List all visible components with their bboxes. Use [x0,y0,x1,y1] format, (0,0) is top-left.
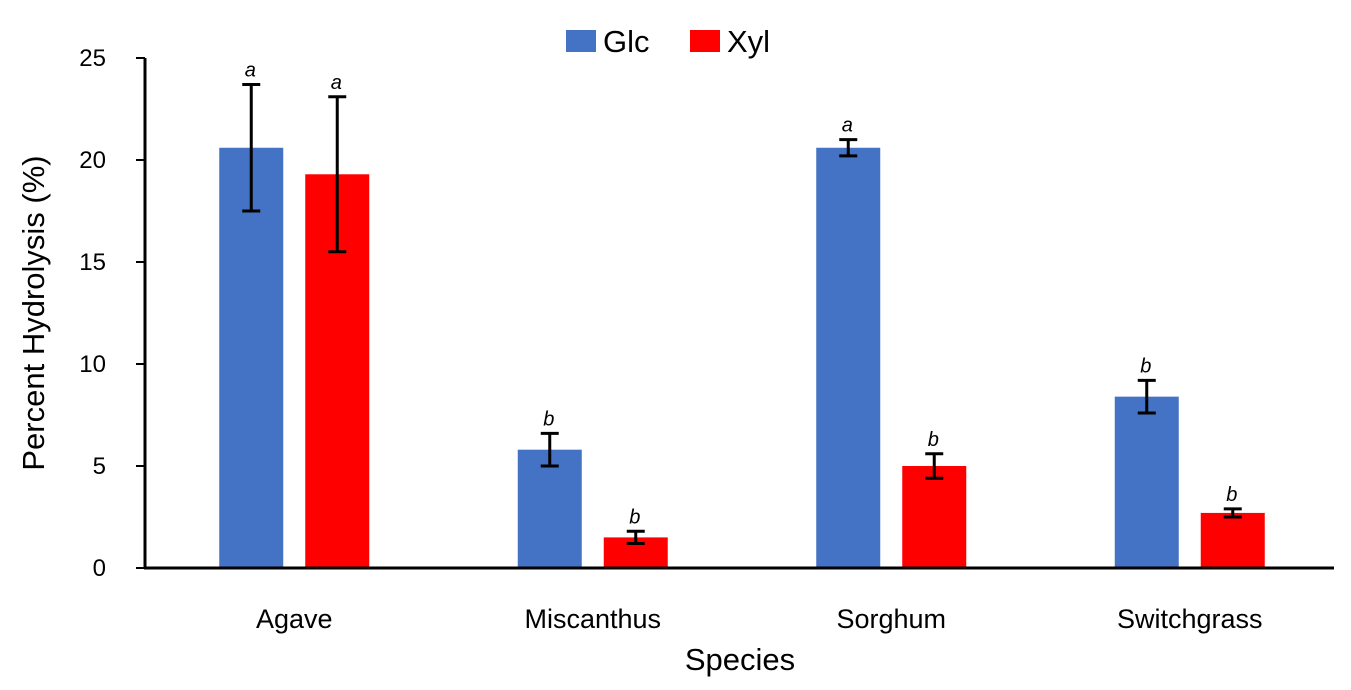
bar-xyl-switchgrass [1200,512,1265,568]
error-bar-xyl-switchgrass [1223,507,1242,519]
y-tick-label-0: 0 [93,555,106,582]
bars [219,147,1265,568]
significance-label-glc-sorghum: a [842,115,853,137]
legend: Glc Xyl [566,24,770,59]
error-bar-xyl-miscanthus [626,529,645,546]
significance-label-xyl-switchgrass: b [1226,484,1237,506]
x-axis-labels: Agave Miscanthus Sorghum Switchgrass [256,604,1263,634]
error-bar-xyl-agave [328,95,347,254]
bar-glc-switchgrass [1114,396,1179,568]
error-bar-glc-miscanthus [540,431,559,468]
error-bars [242,83,1242,546]
legend-label-glc: Glc [603,24,650,59]
bar-glc-sorghum [816,147,881,568]
error-bar-glc-sorghum [839,138,858,158]
x-axis-title: Species [685,642,795,677]
x-tick-label-agave: Agave [256,604,333,634]
error-bar-glc-switchgrass [1137,378,1156,415]
legend-swatch-glc [566,30,596,52]
bar-glc-miscanthus [517,449,582,568]
y-tick-label-20: 20 [79,147,106,174]
x-tick-label-miscanthus: Miscanthus [524,604,661,634]
x-tick-label-switchgrass: Switchgrass [1117,604,1263,634]
y-axis-ticks: 0 5 10 15 20 25 [79,45,145,582]
error-bar-xyl-sorghum [925,452,944,480]
significance-label-glc-switchgrass: b [1140,355,1151,377]
significance-label-glc-miscanthus: b [543,408,554,430]
bar-xyl-sorghum [902,466,967,568]
y-axis-title: Percent Hydrolysis (%) [16,155,51,470]
legend-swatch-xyl [690,30,720,52]
legend-label-xyl: Xyl [727,24,770,59]
y-tick-label-10: 10 [79,351,106,378]
y-tick-label-25: 25 [79,45,106,72]
significance-labels: a a b b a b b b [245,60,1238,529]
y-tick-label-15: 15 [79,249,106,276]
significance-label-xyl-sorghum: b [928,429,939,451]
significance-label-xyl-miscanthus: b [629,506,640,528]
error-bar-glc-agave [242,83,261,213]
bar-glc-agave [219,147,284,568]
significance-label-xyl-agave: a [331,72,342,94]
significance-label-glc-agave: a [245,60,256,82]
x-tick-label-sorghum: Sorghum [836,604,946,634]
y-tick-label-5: 5 [93,453,106,480]
